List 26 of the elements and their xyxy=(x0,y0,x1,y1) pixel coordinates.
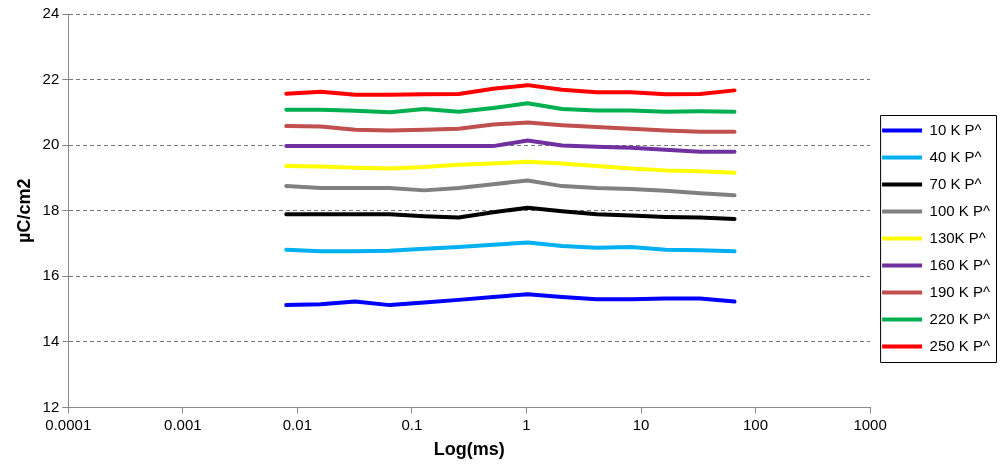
legend-label: 190 K P^ xyxy=(929,282,991,300)
x-axis-title: Log(ms) xyxy=(433,439,505,460)
y-tick-label: 16 xyxy=(42,266,60,284)
y-tick-label: 22 xyxy=(42,69,60,87)
legend-label: 100 K P^ xyxy=(929,201,991,219)
legend-label: 10 K P^ xyxy=(929,120,982,138)
x-tick-label: 0.1 xyxy=(401,415,423,433)
x-tick-label: 0.0001 xyxy=(45,415,92,433)
y-tick-label: 12 xyxy=(42,397,60,415)
y-tick-label: 14 xyxy=(42,331,60,349)
x-tick-label: 100 xyxy=(743,415,769,433)
legend-label: 40 K P^ xyxy=(929,147,982,165)
x-tick-label: 0.01 xyxy=(282,415,312,433)
legend-label: 220 K P^ xyxy=(929,309,991,327)
x-tick-label: 1 xyxy=(522,415,531,433)
x-tick-label: 0.001 xyxy=(164,415,202,433)
y-axis-title: µC/cm2 xyxy=(13,178,34,243)
legend-label: 70 K P^ xyxy=(929,174,982,192)
legend-label: 250 K P^ xyxy=(929,336,991,354)
legend-label: 160 K P^ xyxy=(929,255,991,273)
x-tick-label: 1000 xyxy=(853,415,887,433)
legend-label: 130K P^ xyxy=(929,228,986,246)
x-tick-label: 10 xyxy=(632,415,650,433)
y-tick-label: 18 xyxy=(42,200,60,218)
y-tick-label: 20 xyxy=(42,135,60,153)
y-tick-label: 24 xyxy=(42,4,60,22)
